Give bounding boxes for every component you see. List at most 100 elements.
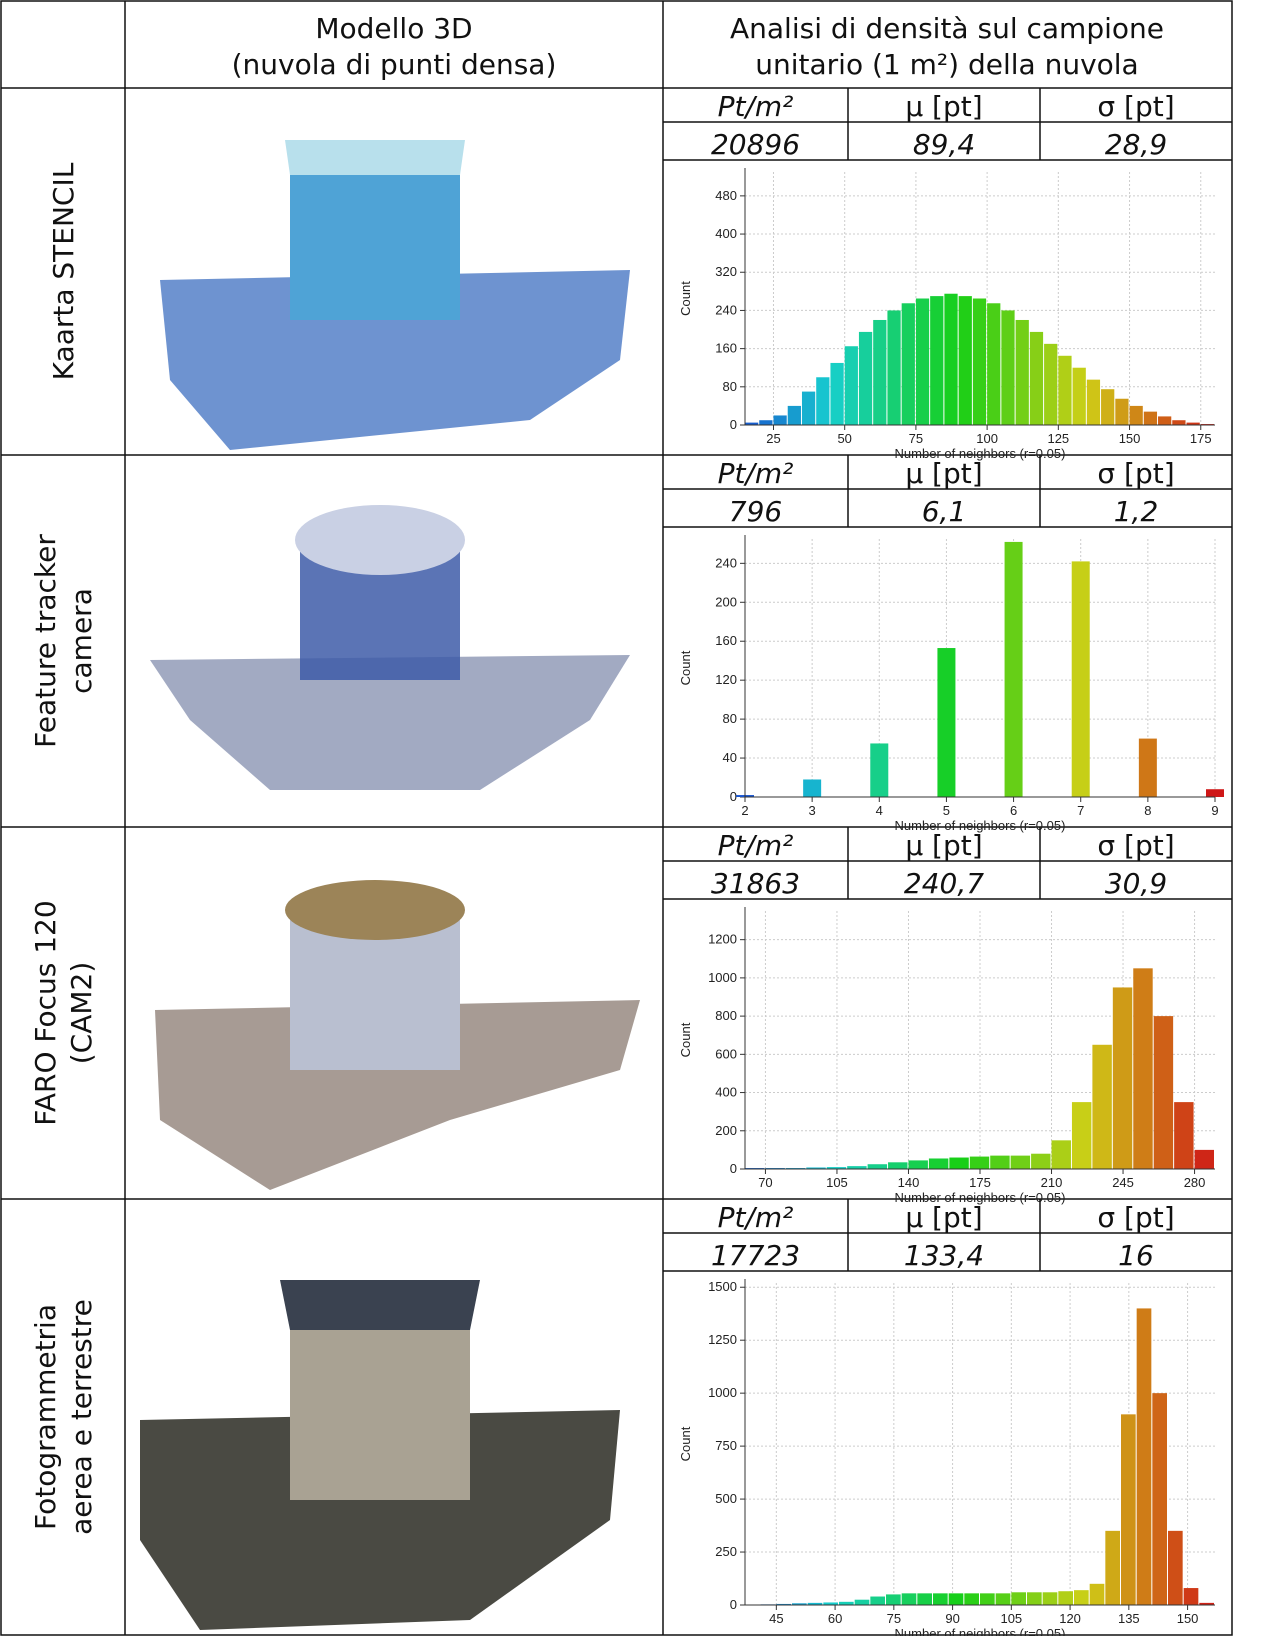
x-tick-label: 150 xyxy=(1119,431,1141,446)
stat-value: 89,4 xyxy=(913,128,975,161)
bar xyxy=(1136,1308,1152,1605)
bar xyxy=(972,298,987,425)
bar xyxy=(867,1164,888,1169)
stat-value: 30,9 xyxy=(1105,867,1167,900)
y-tick-label: 0 xyxy=(730,1597,737,1612)
x-tick-label: 8 xyxy=(1144,803,1151,818)
bar xyxy=(873,319,887,425)
x-axis-label: Number of neighbors (r=0.05) xyxy=(895,1190,1066,1205)
bar xyxy=(1183,1588,1199,1605)
x-tick-label: 150 xyxy=(1177,1611,1199,1626)
bar xyxy=(1027,1592,1042,1605)
bar xyxy=(830,362,844,425)
bar xyxy=(958,296,972,425)
row-label: aerea e terrestre xyxy=(65,1299,98,1535)
stat-header: μ [pt] xyxy=(905,1201,982,1234)
bar xyxy=(1172,420,1186,425)
x-tick-label: 45 xyxy=(769,1611,783,1626)
bar xyxy=(1199,1602,1214,1605)
y-tick-label: 120 xyxy=(715,672,737,687)
x-tick-label: 280 xyxy=(1184,1175,1206,1190)
y-tick-label: 750 xyxy=(715,1438,737,1453)
x-tick-label: 2 xyxy=(741,803,748,818)
bar xyxy=(995,1593,1011,1605)
bar xyxy=(886,1594,901,1605)
histogram-chart: 0 200 400 600 800 1000 1200 70 105 140 175 210 245 28… xyxy=(678,907,1215,1205)
point-cloud-image xyxy=(140,1280,620,1630)
bar xyxy=(1194,1149,1214,1169)
y-axis-label: Count xyxy=(678,281,693,316)
stat-header: σ [pt] xyxy=(1097,457,1174,490)
bar xyxy=(792,1603,807,1605)
y-tick-label: 240 xyxy=(715,555,737,570)
bar xyxy=(1051,1140,1071,1169)
x-tick-label: 75 xyxy=(909,431,923,446)
x-tick-label: 120 xyxy=(1059,1611,1081,1626)
y-tick-label: 1250 xyxy=(708,1332,737,1347)
y-tick-label: 240 xyxy=(715,302,737,317)
row-label: Kaarta STENCIL xyxy=(47,162,80,380)
table-lines xyxy=(0,0,1233,1636)
bar xyxy=(1153,1016,1174,1169)
y-tick-label: 160 xyxy=(715,341,737,356)
bar xyxy=(826,1167,847,1169)
bar xyxy=(745,422,759,425)
bar xyxy=(1044,343,1058,425)
stat-header: μ [pt] xyxy=(905,829,982,862)
bar xyxy=(803,779,822,797)
x-tick-label: 140 xyxy=(898,1175,920,1190)
point-cloud-image xyxy=(160,140,630,450)
stat-value: 133,4 xyxy=(904,1239,984,1272)
bar xyxy=(1121,1414,1136,1605)
bar xyxy=(1058,355,1072,425)
bar xyxy=(1072,367,1086,425)
y-tick-label: 0 xyxy=(730,789,737,804)
x-tick-label: 9 xyxy=(1211,803,1218,818)
y-tick-label: 600 xyxy=(715,1046,737,1061)
x-tick-label: 175 xyxy=(1190,431,1212,446)
row-label: camera xyxy=(65,588,98,694)
bar xyxy=(915,298,930,425)
bar xyxy=(937,648,956,797)
x-axis-label: Number of neighbors (r=0.05) xyxy=(895,446,1066,461)
x-tick-label: 60 xyxy=(828,1611,842,1626)
bar xyxy=(1058,1591,1073,1605)
bar xyxy=(1186,422,1200,425)
stat-header: Pt/m² xyxy=(718,457,794,490)
histogram-chart: 0 80 160 240 320 400 480 25 50 75 100 125 150 175 Numb… xyxy=(678,168,1215,461)
bar xyxy=(1042,1592,1058,1605)
y-tick-label: 1200 xyxy=(708,932,737,947)
stat-value: 31863 xyxy=(711,867,800,900)
column-header: Modello 3D xyxy=(315,12,472,45)
stat-header: Pt/m² xyxy=(718,829,794,862)
column-header: (nuvola di punti densa) xyxy=(232,48,557,81)
histogram-chart: 0 250 500 750 1000 1250 1500 45 60 75 90 105 120 135 1… xyxy=(678,1279,1215,1636)
stat-header: μ [pt] xyxy=(905,457,982,490)
bar xyxy=(1168,1530,1183,1605)
x-tick-label: 245 xyxy=(1112,1175,1134,1190)
stat-header: μ [pt] xyxy=(905,90,982,123)
bar xyxy=(773,415,787,425)
x-tick-label: 135 xyxy=(1118,1611,1140,1626)
stat-header: σ [pt] xyxy=(1097,90,1174,123)
bar xyxy=(944,293,958,425)
bar xyxy=(1174,1102,1194,1169)
bar xyxy=(933,1593,948,1605)
stat-value: 1,2 xyxy=(1114,495,1159,528)
y-tick-label: 200 xyxy=(715,594,737,609)
x-tick-label: 210 xyxy=(1041,1175,1063,1190)
stat-header: Pt/m² xyxy=(718,1201,794,1234)
bar xyxy=(1001,310,1015,425)
stat-value: 28,9 xyxy=(1105,128,1167,161)
x-tick-label: 5 xyxy=(943,803,950,818)
bar xyxy=(901,1593,917,1605)
stat-value: 16 xyxy=(1118,1239,1154,1272)
column-header: Analisi di densità sul campione xyxy=(730,12,1164,45)
histogram-chart: 0 40 80 120 160 200 240 2 3 4 5 6 7 8 9 Number of neigh… xyxy=(678,535,1224,833)
stat-value: 17723 xyxy=(711,1239,800,1272)
column-header: unitario (1 m²) della nuvola xyxy=(755,48,1138,81)
bar xyxy=(930,296,944,425)
bar xyxy=(1004,541,1023,797)
row-label: FARO Focus 120 xyxy=(29,900,62,1125)
